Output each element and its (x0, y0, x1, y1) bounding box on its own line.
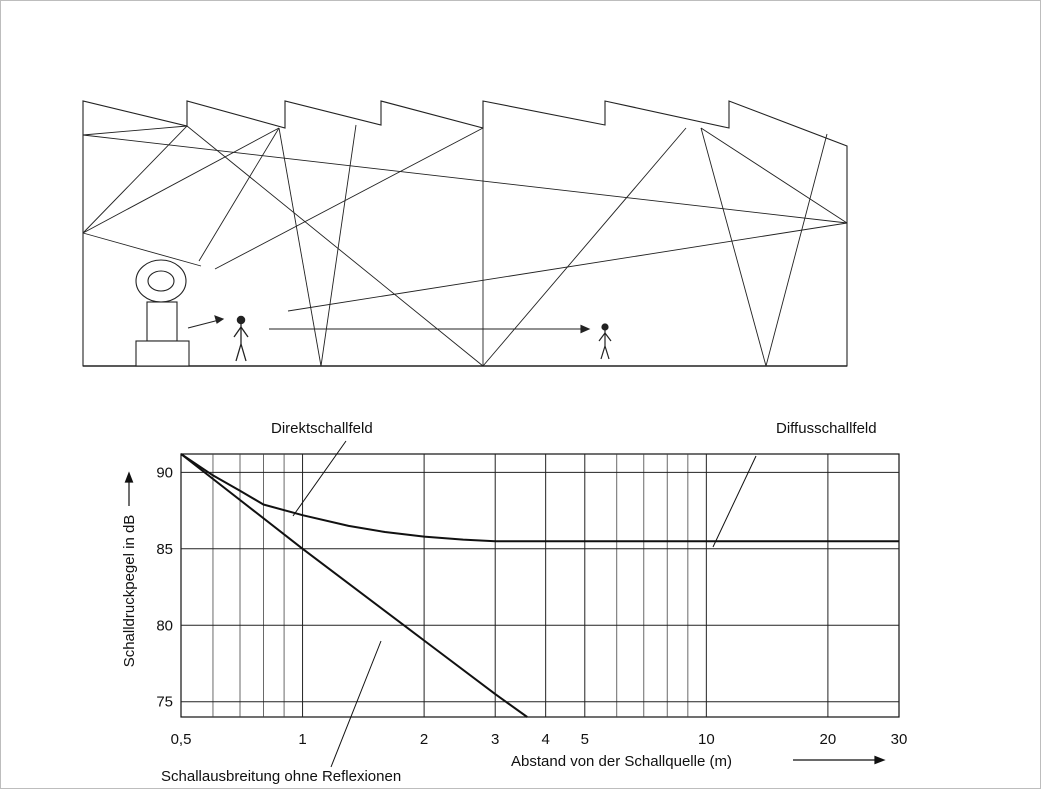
arrow-near (187, 315, 225, 329)
x-tick-label: 2 (420, 731, 428, 748)
y-tick-label: 85 (156, 541, 173, 558)
arrow-far (269, 324, 591, 334)
x-tick-label: 20 (820, 731, 837, 748)
y-tick-label: 75 (156, 694, 173, 711)
chart: 0,5 1 2 3 4 5 10 20 30 75 80 85 90 Schalldruckpegel … (121, 420, 907, 785)
sound-ray (186, 125, 484, 367)
annotation-leader (330, 640, 382, 768)
sound-source-machine (135, 259, 190, 367)
machine-column (146, 301, 178, 342)
annotation-leader (712, 455, 757, 548)
x-axis-label: Abstand von der Schallquelle (m) (511, 753, 732, 770)
annotation-label: Schallausbreitung ohne Reflexionen (161, 768, 401, 785)
sound-ray (82, 125, 188, 234)
annotation-diffusschallfeld: Diffusschallfeld (712, 420, 877, 548)
x-tick-label: 4 (541, 731, 549, 748)
annotation-direktschallfeld: Direktschallfeld (271, 420, 373, 517)
series-line-total-level (180, 453, 899, 543)
x-tick-label: 0,5 (171, 731, 192, 748)
y-tick-label: 80 (156, 617, 173, 634)
sound-ray (198, 127, 280, 262)
y-axis-label: Schalldruckpegel in dB (121, 515, 138, 668)
annotation-leader (292, 440, 347, 517)
y-axis-arrow (124, 471, 134, 506)
sound-ray (320, 124, 357, 367)
y-axis-label-group: Schalldruckpegel in dB (121, 515, 138, 668)
machine-base (135, 340, 190, 367)
x-tick-label: 1 (298, 731, 306, 748)
chart-grid (180, 453, 900, 718)
sound-ray (765, 133, 828, 367)
sound-ray (700, 127, 848, 224)
sound-ray (482, 127, 687, 367)
hall-outline (82, 100, 848, 367)
annotation-label: Direktschallfeld (271, 420, 373, 437)
sound-ray (82, 125, 188, 136)
sound-ray (82, 232, 202, 267)
sound-ray (287, 222, 848, 312)
y-tick-label: 90 (156, 464, 173, 481)
x-axis-arrow (793, 755, 886, 765)
x-tick-label: 5 (581, 731, 589, 748)
sound-rays (82, 101, 848, 367)
sound-ray (82, 134, 848, 224)
sound-ray (278, 127, 322, 367)
x-tick-label: 3 (491, 731, 499, 748)
sound-ray (700, 127, 767, 367)
plot-frame (180, 453, 900, 718)
machine-ring-outer (135, 259, 187, 303)
series-line-free-field (180, 453, 528, 718)
chart-series (180, 453, 899, 718)
x-tick-label: 10 (698, 731, 715, 748)
sound-ray (82, 127, 280, 234)
annotation-schallausbreitung: Schallausbreitung ohne Reflexionen (161, 640, 401, 785)
sound-ray (214, 127, 484, 270)
x-tick-label: 30 (891, 731, 908, 748)
machine-ring-inner (147, 270, 175, 292)
annotation-label: Diffusschallfeld (776, 420, 877, 437)
person-near-icon (233, 315, 249, 362)
person-far-icon (598, 323, 612, 360)
chart-tick-labels: 0,5 1 2 3 4 5 10 20 30 75 80 85 90 (156, 464, 907, 748)
hall-illustration (82, 100, 848, 367)
